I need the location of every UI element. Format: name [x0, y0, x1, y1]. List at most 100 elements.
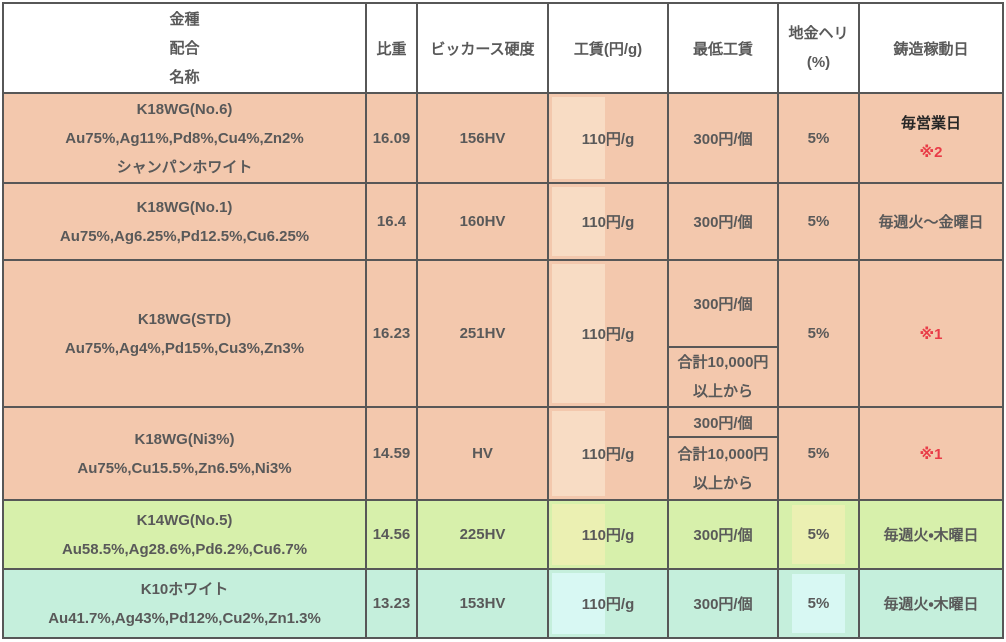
metal-loss-value: 5% — [807, 595, 830, 612]
alloy-name: K18WG(No.6) — [136, 100, 233, 118]
header-hardness: ビッカース硬度 — [416, 2, 549, 94]
header-specific-gravity: 比重 — [365, 2, 418, 94]
highlight-patch — [552, 411, 606, 496]
header-labor-cost: 工賃(円/g) — [547, 2, 669, 94]
labor-cost-value: 110円/g — [581, 214, 635, 231]
cell-min-labor-per-piece: 300円/個 — [667, 406, 779, 438]
highlight-patch — [552, 97, 606, 179]
alloy-composition: Au41.7%,Ag43%,Pd12%,Cu2%,Zn1.3% — [48, 609, 321, 627]
cell-casting-note: ※1 — [858, 406, 1004, 501]
cell-labor-cost: 110円/g — [547, 92, 669, 184]
cell-labor-cost: 110円/g — [547, 568, 669, 639]
cell-specific-gravity: 16.23 — [365, 259, 418, 408]
min-labor-threshold-line2: 以上から — [692, 474, 753, 492]
cell-hardness: 225HV — [416, 499, 549, 570]
highlight-patch — [791, 505, 846, 564]
alloy-name: K18WG(No.1) — [136, 198, 233, 216]
cell-hardness: 251HV — [416, 259, 549, 408]
row-k14wg-no5: K14WG(No.5) Au58.5%,Ag28.6%,Pd6.2%,Cu6.7… — [2, 499, 1004, 570]
header-metal-loss-line2: (%) — [806, 54, 831, 71]
alloy-composition: Au75%,Ag11%,Pd8%,Cu4%,Zn2% — [65, 129, 304, 147]
highlight-patch — [552, 187, 606, 256]
cell-labor-cost: 110円/g — [547, 182, 669, 261]
cell-casting-note: ※1 — [858, 259, 1004, 408]
highlight-patch — [552, 264, 606, 403]
cell-name: K18WG(No.6) Au75%,Ag11%,Pd8%,Cu4%,Zn2% シ… — [2, 92, 367, 184]
cell-labor-cost: 110円/g — [547, 259, 669, 408]
header-casting-days: 鋳造稼動日 — [858, 2, 1004, 94]
cell-metal-loss: 5% — [777, 406, 860, 501]
cell-specific-gravity: 16.4 — [365, 182, 418, 261]
alloy-name: K18WG(STD) — [137, 310, 232, 328]
header-kind-line3: 名称 — [169, 68, 200, 86]
metal-loss-value: 5% — [807, 526, 830, 543]
cell-metal-loss: 5% — [777, 499, 860, 570]
alloy-name: K10ホワイト — [140, 580, 229, 598]
cell-specific-gravity: 14.59 — [365, 406, 418, 501]
alloy-composition: Au75%,Ag4%,Pd15%,Cu3%,Zn3% — [64, 339, 305, 357]
cell-specific-gravity: 14.56 — [365, 499, 418, 570]
cell-casting-days: 毎週火～金曜日 — [858, 182, 1004, 261]
cell-casting-days: 毎週火・木曜日 — [858, 568, 1004, 639]
cell-name: K18WG(Ni3%) Au75%,Cu15.5%,Zn6.5%,Ni3% — [2, 406, 367, 501]
header-row: 金種 配合 名称 比重 ビッカース硬度 工賃(円/g) 最低工賃 地金ヘリ (%… — [2, 2, 1004, 94]
alloy-composition: Au75%,Cu15.5%,Zn6.5%,Ni3% — [77, 459, 292, 477]
header-kind-line1: 金種 — [169, 10, 200, 28]
cell-min-labor-threshold: 合計10,000円 以上から — [667, 346, 779, 408]
cell-hardness: 156HV — [416, 92, 549, 184]
min-labor-threshold-line2: 以上から — [692, 383, 753, 400]
labor-cost-value: 110円/g — [581, 596, 635, 613]
highlight-patch — [552, 573, 606, 634]
highlight-patch — [552, 504, 606, 565]
row-k18wg-std-sub: 合計10,000円 以上から — [3, 346, 1003, 408]
labor-cost-value: 110円/g — [581, 527, 635, 544]
cell-min-labor-threshold: 合計10,000円 以上から — [667, 436, 779, 501]
row-k18wg-no6: K18WG(No.6) Au75%,Ag11%,Pd8%,Cu4%,Zn2% シ… — [2, 92, 1004, 184]
min-labor-threshold-line1: 合計10,000円 — [677, 354, 769, 371]
casting-days-value: 毎営業日 — [900, 115, 961, 132]
cell-min-labor: 300円/個 — [667, 182, 779, 261]
row-k18wg-std: K18WG(STD) Au75%,Ag4%,Pd15%,Cu3%,Zn3% 16… — [2, 259, 1004, 408]
min-labor-threshold-line1: 合計10,000円 — [677, 445, 769, 463]
cell-specific-gravity: 16.09 — [365, 92, 418, 184]
cell-metal-loss: 5% — [777, 568, 860, 639]
cell-casting-days: 毎週火・木曜日 — [858, 499, 1004, 570]
row-k18wg-no1: K18WG(No.1) Au75%,Ag6.25%,Pd12.5%,Cu6.25… — [2, 182, 1004, 261]
header-kind: 金種 配合 名称 — [2, 2, 367, 94]
cell-name: K18WG(STD) Au75%,Ag4%,Pd15%,Cu3%,Zn3% — [2, 259, 367, 408]
cell-labor-cost: 110円/g — [547, 406, 669, 501]
row-k10-white: K10ホワイト Au41.7%,Ag43%,Pd12%,Cu2%,Zn1.3% … — [2, 568, 1004, 639]
highlight-patch — [791, 574, 846, 633]
cell-min-labor-per-piece: 300円/個 — [667, 259, 779, 348]
alloy-color-name: シャンパンホワイト — [116, 158, 253, 176]
cell-hardness: 160HV — [416, 182, 549, 261]
row-k18wg-ni3-sub: 合計10,000円 以上から — [3, 436, 1003, 501]
header-kind-line2: 配合 — [169, 39, 200, 57]
header-metal-loss-line1: 地金ヘリ — [788, 25, 849, 42]
cell-name: K18WG(No.1) Au75%,Ag6.25%,Pd12.5%,Cu6.25… — [2, 182, 367, 261]
alloy-name: K14WG(No.5) — [136, 511, 233, 529]
labor-cost-value: 110円/g — [581, 326, 635, 343]
cell-metal-loss: 5% — [777, 259, 860, 408]
casting-note: ※2 — [919, 144, 943, 161]
cell-hardness: 153HV — [416, 568, 549, 639]
cell-metal-loss: 5% — [777, 182, 860, 261]
cell-name: K14WG(No.5) Au58.5%,Ag28.6%,Pd6.2%,Cu6.7… — [2, 499, 367, 570]
cell-min-labor: 300円/個 — [667, 568, 779, 639]
cell-hardness: HV — [416, 406, 549, 501]
cell-labor-cost: 110円/g — [547, 499, 669, 570]
cell-name: K10ホワイト Au41.7%,Ag43%,Pd12%,Cu2%,Zn1.3% — [2, 568, 367, 639]
header-metal-loss: 地金ヘリ (%) — [777, 2, 860, 94]
cell-min-labor: 300円/個 — [667, 92, 779, 184]
alloy-composition: Au58.5%,Ag28.6%,Pd6.2%,Cu6.7% — [61, 540, 308, 558]
cell-casting-days: 毎営業日 ※2 — [858, 92, 1004, 184]
labor-cost-value: 110円/g — [581, 130, 635, 148]
cell-min-labor: 300円/個 — [667, 499, 779, 570]
alloy-name: K18WG(Ni3%) — [134, 430, 235, 448]
row-k18wg-ni3: K18WG(Ni3%) Au75%,Cu15.5%,Zn6.5%,Ni3% 14… — [2, 406, 1004, 501]
labor-cost-value: 110円/g — [581, 446, 635, 463]
cell-metal-loss: 5% — [777, 92, 860, 184]
alloy-composition: Au75%,Ag6.25%,Pd12.5%,Cu6.25% — [59, 227, 310, 245]
